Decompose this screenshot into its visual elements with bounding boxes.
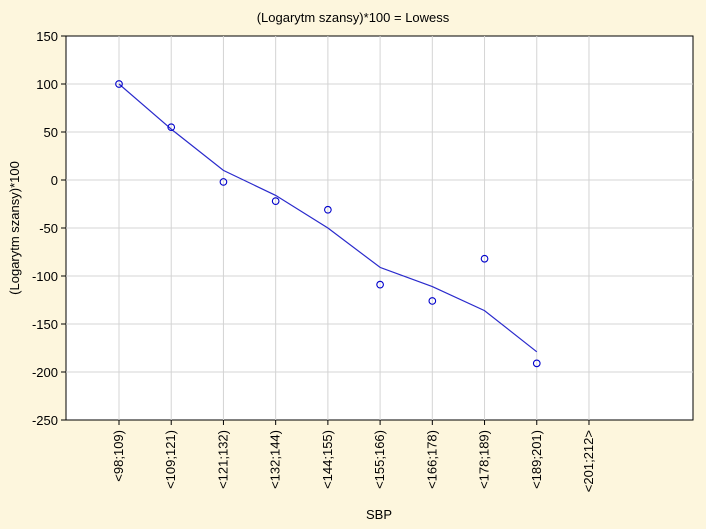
data-point [271, 197, 280, 205]
x-tick-label: <132;144) [268, 430, 283, 489]
x-tick-label: <109;121) [163, 430, 178, 489]
y-axis-title: (Logarytm szansy)*100 [7, 161, 22, 295]
y-tick-label: -250 [32, 413, 58, 428]
chart-title: (Logarytm szansy)*100 = Lowess [257, 10, 450, 25]
x-tick-label: <189;201) [529, 430, 544, 489]
gridlines [66, 36, 693, 420]
y-tick-label: 50 [44, 125, 58, 140]
data-point [532, 359, 541, 368]
y-tick-label: -100 [32, 269, 58, 284]
data-point [376, 280, 384, 289]
y-tick-label: -50 [39, 221, 58, 236]
x-tick-label: <166;178) [424, 430, 439, 489]
x-tick-label: <201;212> [581, 430, 596, 492]
x-axis-ticks: <98;109) <109;121) <121;132) <132;144) <144;… [111, 420, 596, 492]
lowess-line [118, 83, 538, 353]
y-tick-label: -200 [32, 365, 58, 380]
x-tick-label: <178;189) [477, 430, 492, 489]
y-tick-label: -150 [32, 317, 58, 332]
data-points-layer [115, 80, 541, 368]
y-axis-ticks: 150 100 50 0 -50 -100 -150 -200 -250 [32, 29, 66, 428]
data-point [115, 80, 123, 88]
data-point [480, 254, 489, 263]
lowess-line-layer [118, 83, 538, 353]
data-point [167, 123, 176, 132]
y-tick-label: 0 [51, 173, 58, 188]
x-axis-title: SBP [366, 507, 392, 522]
y-tick-label: 100 [36, 77, 58, 92]
data-point [428, 297, 437, 305]
y-tick-label: 150 [36, 29, 58, 44]
x-tick-label: <121;132) [215, 430, 230, 489]
data-point [324, 205, 332, 214]
x-tick-label: <144;155) [320, 430, 335, 489]
data-point [219, 178, 228, 186]
x-tick-label: <155;166) [372, 430, 387, 489]
x-tick-label: <98;109) [111, 430, 126, 482]
